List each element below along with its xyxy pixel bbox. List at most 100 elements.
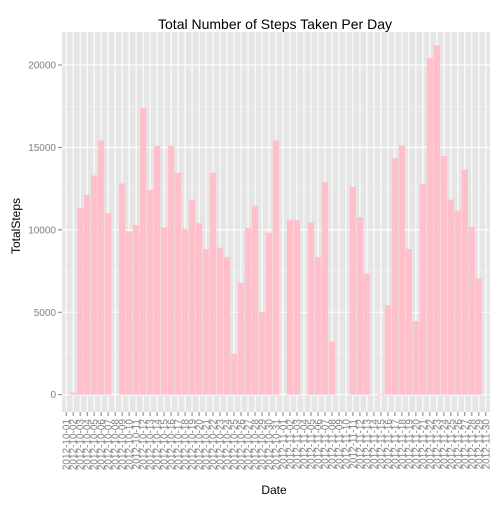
- x-tick-label: 2012-10-21: [202, 419, 213, 471]
- x-tick-label: 2012-11-26: [453, 419, 464, 470]
- bar-2012-10-24: [223, 256, 231, 395]
- x-tick-label: 2012-10-29: [258, 419, 269, 471]
- y-tick-label: 5000: [34, 308, 57, 319]
- x-tick-label: 2012-10-04: [83, 419, 94, 471]
- bar-2012-10-03: [77, 207, 84, 395]
- x-tick-label: 2012-11-14: [369, 419, 380, 470]
- x-tick-label: 2012-11-21: [418, 419, 429, 470]
- bar-2012-10-13: [146, 189, 154, 395]
- bar-2012-10-10: [125, 231, 133, 395]
- x-tick-label: 2012-11-11: [348, 419, 359, 469]
- bar-2012-10-28: [251, 205, 259, 395]
- bar-2012-10-14: [153, 145, 161, 395]
- x-tick-label: 2012-11-07: [320, 419, 331, 470]
- chart-title: Total Number of Steps Taken Per Day: [158, 16, 392, 32]
- bar-2012-10-15: [160, 227, 168, 395]
- x-tick-label: 2012-10-27: [244, 419, 255, 471]
- bar-2012-11-28: [468, 226, 475, 395]
- bar-2012-11-23: [433, 45, 440, 395]
- bar-2012-11-03: [293, 220, 301, 395]
- x-tick-label: 2012-11-28: [467, 419, 478, 470]
- x-tick-label: 2012-10-03: [76, 419, 87, 471]
- bar-2012-10-07: [105, 213, 112, 395]
- x-axis-title: Date: [261, 483, 287, 497]
- x-tick-label: 2012-10-30: [265, 419, 276, 471]
- bar-2012-10-06: [98, 140, 105, 395]
- bar-2012-11-24: [440, 156, 447, 395]
- x-tick-label: 2012-10-18: [181, 419, 192, 471]
- x-tick-label: 2012-11-22: [425, 419, 436, 470]
- bar-2012-11-13: [363, 273, 371, 395]
- bar-2012-10-16: [167, 146, 175, 395]
- x-axis: 2012-10-012012-10-022012-10-032012-10-04…: [62, 412, 492, 471]
- x-tick-label: 2012-10-10: [125, 419, 136, 471]
- bar-2012-11-11: [349, 186, 357, 395]
- bar-2012-11-22: [426, 57, 434, 395]
- x-tick-label: 2012-11-19: [404, 419, 415, 470]
- bar-2012-10-29: [258, 311, 266, 395]
- x-tick-label: 2012-11-04: [299, 419, 310, 470]
- bar-2012-10-04: [84, 194, 91, 395]
- bar-2012-11-27: [461, 169, 468, 395]
- x-tick-label: 2012-11-09: [334, 419, 345, 470]
- x-tick-label: 2012-11-20: [411, 419, 422, 470]
- y-axis: 0 5000 10000 15000 20000: [28, 60, 62, 401]
- bar-2012-11-07: [321, 182, 329, 395]
- x-tick-label: 2012-11-13: [362, 419, 373, 470]
- bar-2012-10-11: [132, 224, 140, 395]
- x-tick-label: 2012-11-18: [397, 419, 408, 470]
- x-tick-label: 2012-10-22: [209, 419, 220, 471]
- bar-2012-10-25: [230, 353, 238, 395]
- bar-2012-11-16: [384, 304, 392, 395]
- bar-2012-10-20: [195, 223, 203, 395]
- bar-2012-11-20: [412, 320, 420, 395]
- x-tick-label: 2012-11-08: [327, 419, 338, 470]
- bar-2012-11-19: [405, 248, 413, 395]
- x-tick-label: 2012-10-01: [62, 419, 73, 471]
- x-tick-label: 2012-10-31: [272, 419, 283, 471]
- bar-2012-11-17: [391, 158, 399, 395]
- bar-2012-11-15: [377, 394, 385, 395]
- x-tick-label: 2012-11-24: [439, 419, 450, 470]
- x-tick-label: 2012-11-06: [313, 419, 324, 470]
- bar-2012-10-12: [139, 108, 147, 395]
- bar-2012-10-18: [181, 228, 189, 395]
- x-tick-label: 2012-11-01: [278, 419, 289, 470]
- bar-2012-10-21: [202, 249, 210, 395]
- bar-2012-11-29: [475, 278, 482, 395]
- bar-2012-11-12: [356, 217, 364, 395]
- x-tick-label: 2012-10-16: [167, 419, 178, 471]
- x-tick-label: 2012-10-14: [153, 419, 164, 471]
- x-tick-label: 2012-10-25: [230, 419, 241, 471]
- bars: [70, 45, 482, 395]
- bar-2012-10-27: [244, 227, 252, 395]
- bar-2012-10-05: [91, 175, 98, 395]
- x-tick-label: 2012-11-25: [446, 419, 457, 470]
- x-tick-label: 2012-11-27: [460, 419, 471, 470]
- y-tick-label: 0: [50, 390, 56, 401]
- bar-2012-11-25: [447, 199, 454, 395]
- x-tick-label: 2012-10-11: [132, 419, 143, 470]
- x-tick-label: 2012-11-29: [474, 419, 485, 470]
- x-tick-label: 2012-11-10: [341, 419, 352, 470]
- y-axis-title: TotalSteps: [9, 198, 23, 254]
- x-tick-label: 2012-10-24: [223, 419, 234, 471]
- x-tick-label: 2012-10-08: [111, 419, 122, 471]
- x-tick-label: 2012-10-17: [174, 419, 185, 471]
- y-tick-label: 10000: [28, 225, 56, 236]
- x-tick-label: 2012-10-19: [188, 419, 199, 471]
- bar-2012-11-05: [307, 222, 315, 395]
- y-tick-label: 15000: [28, 143, 56, 154]
- x-tick-label: 2012-10-15: [160, 419, 171, 471]
- bar-2012-11-18: [398, 145, 406, 395]
- x-tick-label: 2012-10-13: [146, 419, 157, 471]
- bar-2012-10-09: [118, 183, 126, 395]
- x-tick-label: 2012-10-05: [90, 419, 101, 471]
- bar-2012-11-26: [454, 210, 461, 395]
- y-tick-label: 20000: [28, 60, 56, 71]
- x-tick-label: 2012-11-16: [383, 419, 394, 470]
- bar-2012-11-06: [314, 257, 322, 395]
- x-tick-label: 2012-11-12: [355, 419, 366, 470]
